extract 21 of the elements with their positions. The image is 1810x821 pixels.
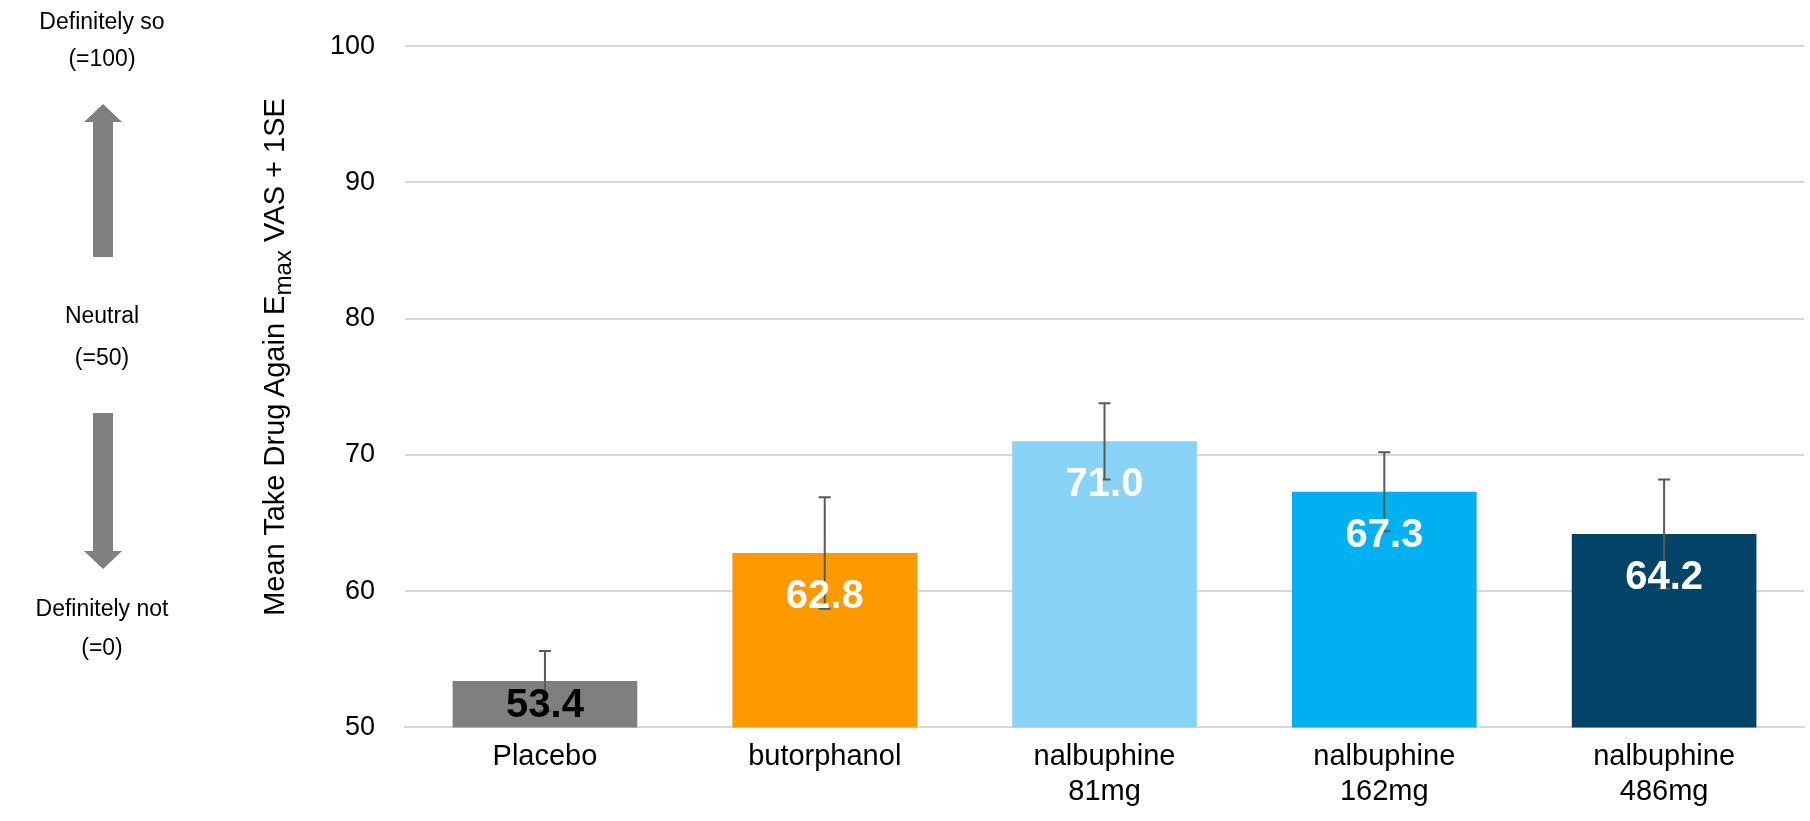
x-tick-label: Placebo [492, 738, 598, 771]
y-tick-label: 90 [345, 165, 376, 196]
text: (=100) [67, 44, 137, 72]
y-tick-label: 70 [345, 438, 376, 469]
text: Definitely not [34, 594, 170, 622]
y-tick-label: 80 [345, 302, 376, 333]
y-tick-label: 50 [345, 710, 376, 741]
data-label: 67.3 [1345, 510, 1424, 555]
data-label: 71.0 [1065, 460, 1144, 505]
text: (=50) [73, 343, 131, 371]
text: Definitely so [38, 7, 166, 35]
text: (=0) [80, 633, 124, 661]
x-tick-label: nalbuphine 486mg [1593, 738, 1736, 806]
y-tick-label: 100 [329, 29, 376, 60]
x-tick-label: nalbuphine 81mg [1033, 738, 1176, 806]
text: Neutral [63, 301, 141, 329]
data-label: 53.4 [506, 681, 585, 726]
x-tick-label: nalbuphine 162mg [1313, 738, 1456, 806]
data-label: 64.2 [1625, 552, 1704, 597]
y-tick-label: 60 [345, 574, 376, 605]
x-tick-label: butorphanol [748, 738, 902, 771]
